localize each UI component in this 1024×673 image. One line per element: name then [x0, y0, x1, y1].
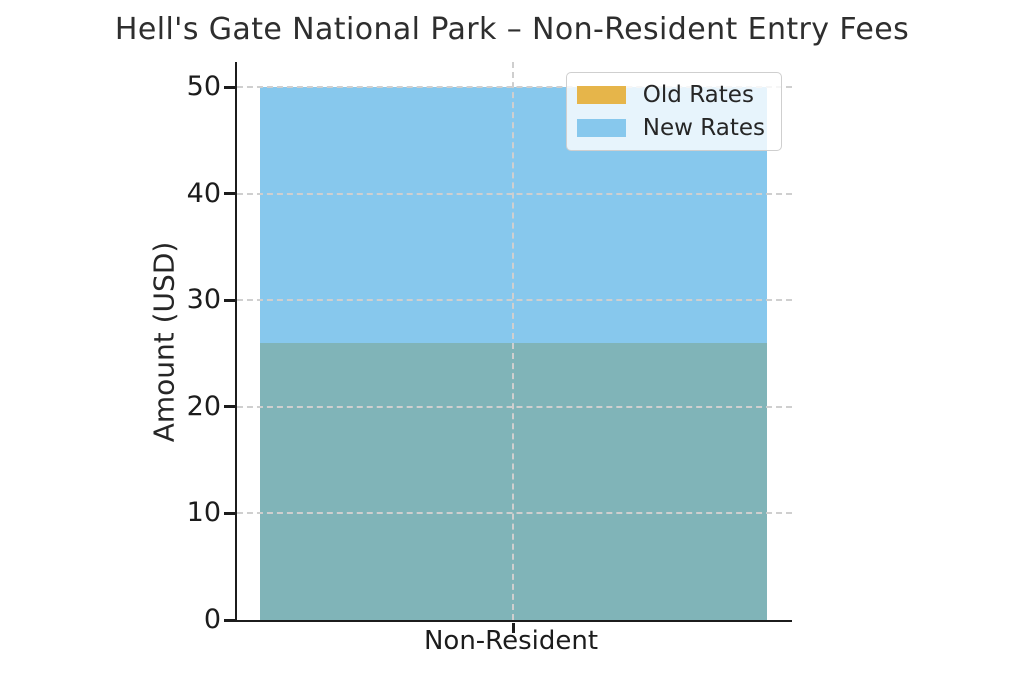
horizontal-gridline-20 — [237, 405, 792, 408]
y-tick-label-40: 40 — [186, 177, 221, 209]
y-tick-mark-30 — [224, 298, 235, 302]
y-tick-label-10: 10 — [186, 497, 221, 529]
legend-swatch-old-rates — [576, 86, 626, 104]
y-tick-label-30: 30 — [186, 284, 221, 316]
y-tick-mark-10 — [224, 511, 235, 515]
chart-title: Hell's Gate National Park – Non-Resident… — [114, 12, 910, 47]
y-tick-label-0: 0 — [203, 604, 221, 635]
legend-item-new-rates: New Rates — [576, 115, 765, 141]
y-tick-mark-50 — [224, 85, 235, 89]
horizontal-gridline-40 — [237, 192, 792, 195]
legend-swatch-new-rates — [576, 119, 626, 137]
y-tick-label-50: 50 — [186, 71, 221, 102]
legend-label-old-rates: Old Rates — [642, 82, 754, 108]
x-tick-label: Non-Resident — [423, 626, 599, 656]
horizontal-gridline-30 — [237, 299, 792, 302]
legend: Old Rates New Rates — [565, 72, 782, 151]
plot-area: 0 10 20 30 40 50 Old Rates New Rates — [187, 62, 792, 635]
x-tick-mark — [512, 623, 515, 633]
horizontal-gridline-50 — [237, 86, 792, 88]
y-tick-mark-20 — [224, 405, 235, 409]
y-tick-mark-40 — [224, 192, 235, 196]
vertical-gridline — [512, 62, 514, 620]
y-tick-label-20: 20 — [186, 390, 221, 422]
horizontal-gridline-10 — [237, 512, 792, 515]
legend-label-new-rates: New Rates — [642, 115, 765, 141]
y-tick-mark-0 — [224, 618, 235, 622]
legend-item-old-rates: Old Rates — [576, 82, 765, 108]
